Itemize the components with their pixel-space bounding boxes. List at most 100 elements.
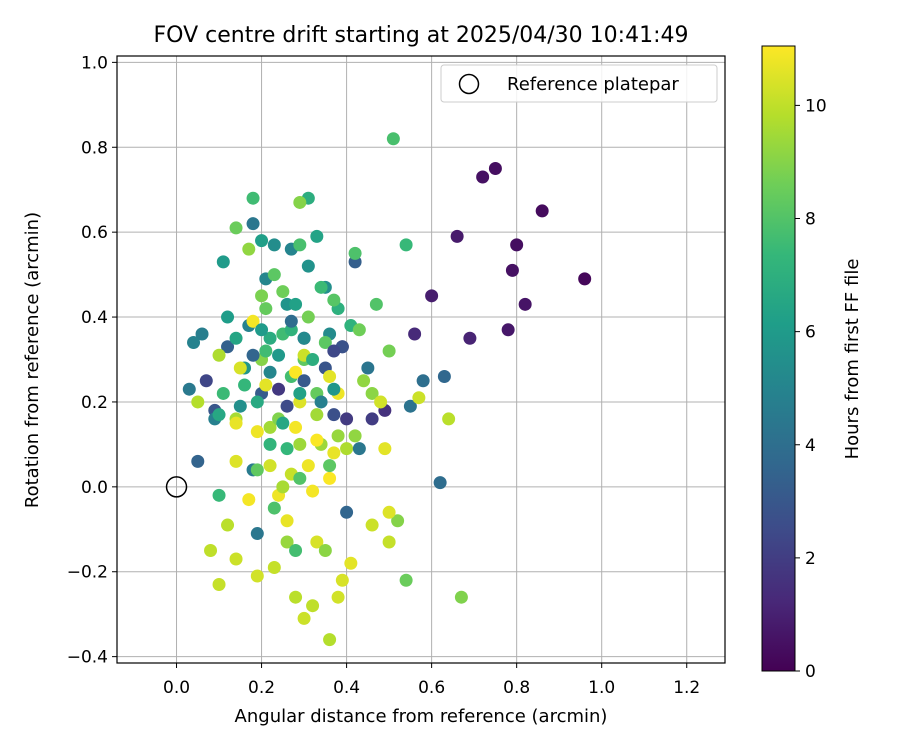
data-point (382, 344, 396, 358)
data-point (221, 310, 235, 324)
plot-frame (116, 55, 726, 664)
data-point (310, 229, 324, 243)
data-point (263, 365, 277, 379)
data-point (518, 297, 532, 311)
data-point (246, 191, 260, 205)
data-point (314, 280, 328, 294)
data-point (301, 310, 315, 324)
x-axis-ticks: 0.0 0.2 0.4 0.6 0.8 1.0 1.2 (163, 663, 700, 698)
data-point (391, 514, 405, 528)
data-point (361, 361, 375, 375)
data-point (255, 234, 269, 248)
data-point (229, 221, 243, 235)
data-point (323, 471, 337, 485)
data-point (255, 289, 269, 303)
data-point (276, 480, 290, 494)
data-point (327, 382, 341, 396)
data-point (259, 302, 273, 316)
data-point (280, 399, 294, 413)
chart-title: FOV centre drift starting at 2025/04/30 … (154, 23, 689, 48)
data-point (463, 331, 477, 345)
x-tick-label: 0.2 (248, 678, 275, 698)
data-point (259, 344, 273, 358)
data-point (327, 408, 341, 422)
x-tick-label: 0.0 (163, 678, 190, 698)
data-point (246, 217, 260, 231)
x-tick-label: 1.0 (588, 678, 615, 698)
data-point (310, 535, 324, 549)
data-point (233, 361, 247, 375)
data-point (289, 420, 303, 434)
data-point (238, 378, 252, 392)
data-point (412, 391, 426, 405)
y-tick-label: 0.0 (81, 478, 108, 498)
data-point (229, 331, 243, 345)
y-axis-ticks: −0.4 −0.2 0.0 0.2 0.4 0.6 0.8 1.0 (67, 53, 117, 668)
data-point (318, 544, 332, 558)
data-point (340, 412, 354, 426)
data-point (229, 454, 243, 468)
data-point (267, 268, 281, 282)
data-point (306, 484, 320, 498)
data-point (310, 408, 324, 422)
data-point (306, 599, 320, 613)
data-point (293, 437, 307, 451)
data-point (318, 336, 332, 350)
y-tick-label: −0.4 (67, 648, 108, 668)
data-point (297, 611, 311, 625)
data-point (289, 590, 303, 604)
data-point (195, 327, 209, 341)
data-point (293, 471, 307, 485)
data-point (323, 369, 337, 383)
reference-platepar-marker (165, 476, 188, 498)
data-point (374, 395, 388, 409)
colorbar: 0 2 4 6 8 10 Hours from first FF file (761, 45, 863, 682)
data-point (425, 289, 439, 303)
data-point (386, 132, 400, 146)
data-point (204, 544, 218, 558)
data-point (216, 255, 230, 269)
data-point (408, 327, 422, 341)
data-point (297, 374, 311, 388)
data-point (535, 204, 549, 218)
legend-reference-marker (458, 73, 480, 95)
data-point (488, 161, 502, 175)
colorbar-ticks: 0 2 4 6 8 10 (795, 96, 827, 682)
data-point (250, 527, 264, 541)
data-point (327, 293, 341, 307)
data-point (357, 374, 371, 388)
data-point (267, 238, 281, 252)
x-tick-label: 1.2 (673, 678, 700, 698)
data-point (301, 259, 315, 273)
data-point (242, 242, 256, 256)
data-point (242, 493, 256, 507)
data-point (272, 348, 286, 362)
data-point (272, 382, 286, 396)
data-point (191, 395, 205, 409)
y-tick-label: 0.6 (81, 223, 108, 243)
data-point (182, 382, 196, 396)
data-point (335, 573, 349, 587)
data-point (280, 442, 294, 456)
data-point (289, 544, 303, 558)
data-point (212, 408, 226, 422)
data-point (365, 412, 379, 426)
x-tick-label: 0.4 (333, 678, 360, 698)
data-point (510, 238, 524, 252)
y-axis-label: Rotation from reference (arcmin) (22, 212, 43, 508)
data-point (216, 386, 230, 400)
data-point (284, 314, 298, 328)
data-point (293, 238, 307, 252)
data-point (267, 501, 281, 515)
data-point (327, 344, 341, 358)
colorbar-tick-label: 4 (805, 436, 816, 456)
data-point (442, 412, 456, 426)
data-point (344, 556, 358, 570)
data-point (399, 573, 413, 587)
data-point (450, 229, 464, 243)
data-point (365, 386, 379, 400)
data-point (259, 378, 273, 392)
data-point (263, 437, 277, 451)
data-point (327, 446, 341, 460)
